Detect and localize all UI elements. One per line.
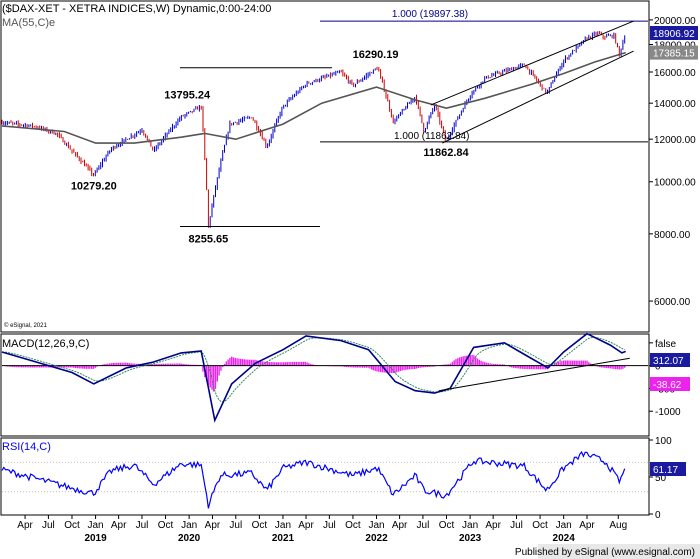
x-axis-month-label: Jul — [323, 520, 336, 531]
axes: 20000.0018000.0016000.0014000.0012000.00… — [17, 16, 698, 544]
x-axis-month-label: Jul — [136, 520, 149, 531]
rsi-line — [1, 450, 626, 509]
macd-plot — [1, 332, 648, 423]
x-axis-month-label: Jan — [556, 520, 572, 531]
x-axis-month-label: Jan — [275, 520, 291, 531]
macd-panel-label: MACD(12,26,9,C) — [2, 338, 89, 350]
price-panel-frame — [0, 0, 650, 333]
x-axis-year-label: 2022 — [365, 533, 388, 544]
x-axis-month-label: Jul — [510, 520, 523, 531]
hist-value-box — [650, 377, 690, 391]
rsi-panel-label: RSI(14,C) — [2, 441, 51, 453]
x-axis-month-label: Apr — [485, 520, 501, 531]
macd-y-tick-label: 0 — [655, 362, 661, 373]
x-axis-month-label: Jul — [42, 520, 55, 531]
macd-value-label: 312.07 — [653, 356, 684, 367]
x-axis-month-label: Oct — [439, 520, 455, 531]
published-by-footer: Published by eSignal (www.esignal.com) — [515, 547, 695, 558]
x-axis-month-label: Aug — [609, 520, 627, 531]
price-y-tick-label: 10000.00 — [654, 178, 696, 189]
x-axis-year-label: 2021 — [272, 533, 295, 544]
price-panel-title: ($DAX-XET - XETRA INDICES,W) Dynamic,0:0… — [2, 3, 271, 15]
swing-annotation: 8255.65 — [188, 234, 228, 246]
channel-upper-line — [430, 20, 634, 106]
x-axis-month-label: Jul — [229, 520, 242, 531]
macd-y-tick-label: -1000 — [655, 407, 681, 418]
rsi-y-tick-label: 0 — [655, 510, 661, 521]
x-axis-month-label: Apr — [111, 520, 127, 531]
ma-value-box — [650, 45, 698, 60]
rsi-y-tick-label: 100 — [655, 436, 672, 447]
x-axis-month-label: Oct — [345, 520, 361, 531]
fib-label-lower: 1.000 (11862.84) — [394, 131, 469, 142]
x-axis-month-label: Jan — [368, 520, 384, 531]
x-axis-month-label: Apr — [579, 520, 595, 531]
x-axis-month-label: Oct — [64, 520, 80, 531]
ma-label: MA(55,C)e — [2, 17, 55, 29]
x-axis-month-label: Apr — [17, 520, 33, 531]
x-axis-month-label: Jan — [181, 520, 197, 531]
x-axis-year-label: 2020 — [178, 533, 201, 544]
swing-annotation: 13795.24 — [164, 90, 211, 102]
x-axis-year-label: 2019 — [84, 533, 107, 544]
x-axis-month-label: Apr — [205, 520, 221, 531]
x-axis-month-label: Oct — [158, 520, 174, 531]
macd-panel-frame — [0, 333, 650, 437]
macd-trendline — [438, 357, 630, 392]
macd-line — [1, 332, 626, 423]
x-axis-month-label: Apr — [298, 520, 314, 531]
macd-signal-line — [1, 337, 625, 403]
x-axis-year-label: 2024 — [553, 533, 576, 544]
x-axis-month-label: Jul — [417, 520, 430, 531]
swing-annotation: 11862.84 — [423, 147, 469, 159]
macd-value-box — [650, 353, 690, 367]
price-y-tick-label: 14000.00 — [654, 99, 696, 110]
rsi-y-tick-label: 50 — [655, 473, 667, 484]
hist-value-label: -38.62 — [653, 380, 682, 391]
x-axis-month-label: Oct — [252, 520, 268, 531]
last-price-label: 18906.92 — [653, 29, 695, 40]
price-y-tick-label: 16000.00 — [654, 68, 696, 79]
footer-background — [538, 544, 700, 559]
last-price-box — [650, 26, 698, 41]
rsi-value-label: 61.17 — [653, 465, 678, 476]
price-y-tick-label: 6000.00 — [654, 297, 691, 308]
price-y-tick-label: 20000.00 — [654, 16, 696, 27]
channel-lower-line — [442, 50, 634, 144]
ma-value-label: 17385.15 — [653, 49, 695, 60]
x-axis-month-label: Oct — [532, 520, 548, 531]
fib-label-upper: 1.000 (19897.38) — [392, 9, 468, 20]
x-axis-month-label: Jan — [88, 520, 104, 531]
rsi-plot — [1, 450, 648, 509]
price-y-tick-label: 8000.00 — [654, 230, 691, 241]
macd-y-tick-label: false — [655, 339, 677, 350]
price-plot: 1.000 (19897.38) 1.000 (11862.84) 10279.20… — [1, 9, 648, 246]
price-y-tick-label: 12000.00 — [654, 135, 696, 146]
swing-annotation: 16290.19 — [353, 49, 399, 61]
ma55-line — [1, 51, 626, 144]
swing-annotation: 10279.20 — [71, 180, 117, 192]
x-axis-month-label: Jan — [462, 520, 478, 531]
esignal-credit: © eSignal, 2021 — [4, 322, 47, 329]
x-axis-year-label: 2023 — [459, 533, 482, 544]
rsi-value-box — [650, 462, 686, 476]
x-axis-month-label: Apr — [392, 520, 408, 531]
